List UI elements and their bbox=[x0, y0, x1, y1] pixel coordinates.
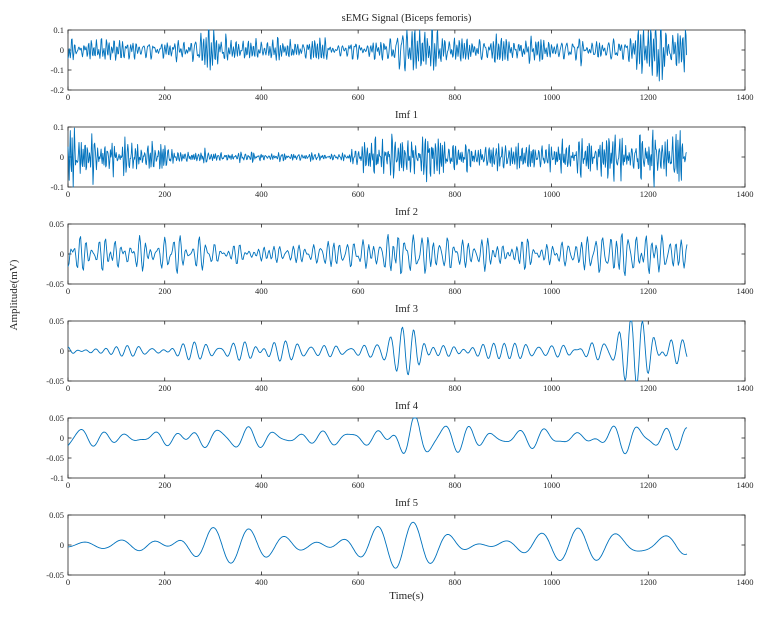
x-tick-label: 0 bbox=[66, 577, 70, 586]
x-tick-label: 1200 bbox=[640, 286, 657, 295]
x-tick-label: 1000 bbox=[543, 189, 560, 198]
x-tick-label: 400 bbox=[255, 189, 268, 198]
x-tick-label: 1400 bbox=[737, 480, 754, 489]
x-tick-label: 200 bbox=[158, 480, 171, 489]
signal-line bbox=[67, 417, 688, 455]
x-tick-label: 800 bbox=[448, 189, 461, 198]
x-tick-label: 600 bbox=[352, 480, 365, 489]
subplot-title: Imf 3 bbox=[395, 304, 418, 315]
subplot-title: Imf 4 bbox=[395, 401, 419, 412]
x-tick-label: 400 bbox=[255, 92, 268, 101]
subplot-title: sEMG Signal (Biceps femoris) bbox=[342, 13, 472, 24]
x-tick-label: 1400 bbox=[737, 383, 754, 392]
y-tick-label: 0 bbox=[60, 433, 64, 443]
y-tick-label: 0 bbox=[60, 249, 64, 259]
x-tick-label: 1200 bbox=[640, 189, 657, 198]
x-tick-label: 800 bbox=[448, 577, 461, 586]
signal-line bbox=[67, 521, 688, 569]
subplot-title: Imf 5 bbox=[395, 498, 418, 509]
x-tick-label: 600 bbox=[352, 383, 365, 392]
x-tick-label: 200 bbox=[158, 286, 171, 295]
subplot-title: Imf 1 bbox=[395, 110, 418, 121]
y-tick-label: 0 bbox=[60, 346, 64, 356]
y-tick-label: -0.05 bbox=[46, 376, 64, 386]
x-tick-label: 800 bbox=[448, 383, 461, 392]
y-tick-label: 0.05 bbox=[49, 510, 64, 520]
x-tick-label: 400 bbox=[255, 480, 268, 489]
x-tick-label: 1200 bbox=[640, 480, 657, 489]
x-tick-label: 1200 bbox=[640, 92, 657, 101]
y-tick-label: 0.05 bbox=[49, 219, 64, 229]
axes-frame bbox=[67, 223, 746, 285]
x-tick-label: 0 bbox=[66, 92, 70, 101]
x-tick-label: 200 bbox=[158, 383, 171, 392]
x-tick-label: 400 bbox=[255, 577, 268, 586]
x-tick-label: 1400 bbox=[737, 577, 754, 586]
x-tick-label: 1400 bbox=[737, 189, 754, 198]
y-tick-label: -0.05 bbox=[46, 570, 64, 580]
y-tick-label: 0 bbox=[60, 152, 64, 162]
y-tick-label: -0.1 bbox=[51, 473, 64, 483]
y-tick-label: 0.1 bbox=[53, 25, 64, 35]
x-tick-label: 0 bbox=[66, 383, 70, 392]
x-tick-label: 1000 bbox=[543, 92, 560, 101]
x-tick-label: 1000 bbox=[543, 286, 560, 295]
axes-frame bbox=[67, 417, 746, 479]
x-tick-label: 1000 bbox=[543, 480, 560, 489]
y-tick-label: 0 bbox=[60, 45, 64, 55]
subplot-title: Imf 2 bbox=[395, 207, 418, 218]
x-tick-label: 200 bbox=[158, 92, 171, 101]
signal-line bbox=[67, 127, 687, 188]
x-tick-label: 200 bbox=[158, 189, 171, 198]
subplot-imf4: Imf 4 0 200 400 600 800 1000 1200 1400 0.05 0 -0.05… bbox=[46, 401, 754, 489]
x-tick-label: 0 bbox=[66, 480, 70, 489]
x-tick-label: 1400 bbox=[737, 286, 754, 295]
y-tick-label: -0.1 bbox=[51, 65, 64, 75]
x-tick-label: 600 bbox=[352, 577, 365, 586]
x-tick-label: 800 bbox=[448, 286, 461, 295]
x-tick-label: 0 bbox=[66, 189, 70, 198]
signal-line bbox=[67, 29, 688, 82]
x-tick-label: 1000 bbox=[543, 383, 560, 392]
x-tick-label: 1400 bbox=[737, 92, 754, 101]
x-tick-label: 200 bbox=[158, 577, 171, 586]
y-tick-label: 0.05 bbox=[49, 413, 64, 423]
subplot-semg-signal: sEMG Signal (Biceps femoris) 0 200 400 600 80… bbox=[51, 13, 754, 101]
y-tick-label: -0.05 bbox=[46, 453, 64, 463]
x-tick-label: 800 bbox=[448, 480, 461, 489]
x-tick-label: 400 bbox=[255, 286, 268, 295]
signal-line bbox=[67, 320, 688, 382]
y-tick-label: -0.05 bbox=[46, 279, 64, 289]
subplot-stack: sEMG Signal (Biceps femoris) 0 200 400 600 80… bbox=[0, 4, 777, 586]
axes-frame bbox=[67, 514, 746, 576]
y-tick-label: 0.05 bbox=[49, 316, 64, 326]
y-tick-label: 0.1 bbox=[53, 122, 64, 132]
axes-frame bbox=[67, 29, 746, 91]
y-tick-label: 0 bbox=[60, 540, 64, 550]
x-tick-label: 1000 bbox=[543, 577, 560, 586]
y-tick-label: -0.2 bbox=[51, 85, 64, 95]
x-tick-label: 1200 bbox=[640, 383, 657, 392]
x-tick-label: 600 bbox=[352, 92, 365, 101]
x-tick-label: 600 bbox=[352, 286, 365, 295]
y-tick-label: -0.1 bbox=[51, 182, 64, 192]
x-tick-label: 1200 bbox=[640, 577, 657, 586]
signal-line bbox=[67, 233, 688, 277]
x-tick-label: 600 bbox=[352, 189, 365, 198]
x-tick-label: 400 bbox=[255, 383, 268, 392]
x-tick-label: 0 bbox=[66, 286, 70, 295]
x-tick-label: 800 bbox=[448, 92, 461, 101]
x-axis-label: Time(s) bbox=[389, 590, 424, 602]
